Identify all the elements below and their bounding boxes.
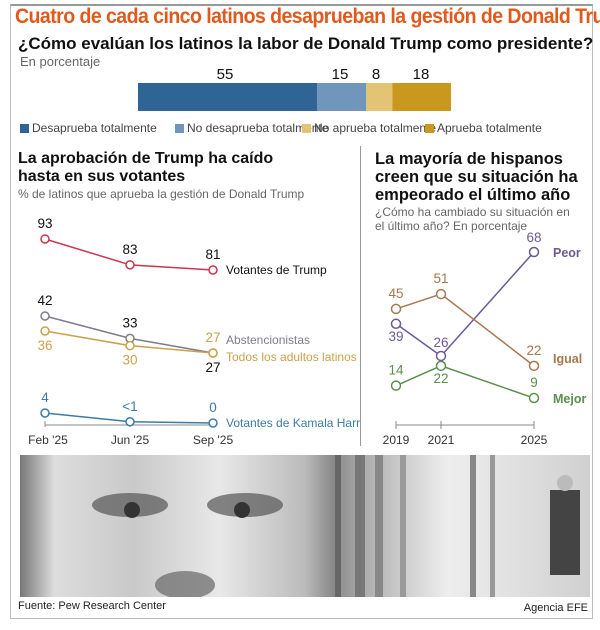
data-label: 45 [388,286,403,301]
data-label: 42 [37,293,52,308]
bar-value-label: 18 [413,66,430,83]
data-point [390,380,402,391]
series-name: Todos los adultos latinos [226,350,357,364]
data-point [40,408,50,418]
data-label: 39 [388,329,403,344]
bar-segment-3 [366,83,393,111]
bar-chart-title: ¿Cómo evalúan los latinos la labor de Do… [18,34,594,53]
stacked-bar-chart: 55 15 8 18 [138,66,451,111]
data-point [208,418,218,428]
data-label: 22 [433,371,448,386]
data-point [208,265,218,275]
x-tick-label: 2019 [383,433,410,447]
x-tick-label: 2021 [428,433,455,447]
legend-swatch [175,123,184,133]
data-point [390,318,402,330]
main-title: Cuatro de cada cinco latinos desaprueban… [15,5,600,28]
data-point [435,350,447,362]
data-point [528,392,540,404]
data-label: 9 [530,375,538,390]
data-label: 51 [433,271,448,286]
data-label: 93 [37,216,52,231]
right-chart-subtitle: ¿Cómo ha cambiado su situación en el últ… [375,205,570,233]
data-point [125,260,135,270]
series-line [395,365,535,399]
legend-swatch [425,123,434,133]
data-label: 27 [205,330,220,345]
data-label: 30 [122,353,137,368]
data-label: <1 [122,399,137,414]
bar-segment-4 [392,83,451,111]
data-label: 81 [205,247,220,262]
data-label: 14 [388,363,404,378]
series-line [395,251,535,357]
bar-value-label: 55 [217,66,234,83]
data-point [435,288,447,300]
data-label: 0 [209,400,217,415]
data-label: 4 [41,390,49,405]
legend-swatch [20,123,29,133]
trump-photo-collage [20,455,590,597]
data-label: 68 [526,230,541,245]
data-label: 26 [433,335,448,350]
data-point [435,360,447,372]
frame [10,4,593,619]
bar-chart-subtitle: En porcentaje [20,54,101,69]
data-point [390,303,402,315]
left-chart-title: La aprobación de Trump ha caído hasta en… [18,150,274,185]
data-point [528,360,540,372]
data-label: 22 [526,343,541,358]
legend-label: Desaprueba totalmente [32,121,157,135]
data-label: 36 [37,338,52,353]
bar-value-label: 15 [332,66,349,83]
legend-label: No desaprueba totalmente [187,121,329,135]
bar-segment-1 [138,83,318,111]
series-name: Mejor [553,392,586,406]
data-label: 27 [205,360,220,375]
data-point [40,326,50,336]
right-chart-title: La mayoría de hispanos creen que su situ… [375,150,578,204]
legend-label: No aprueba totalmente [314,121,437,135]
series-name: Votantes de Trump [226,263,327,277]
data-label: 83 [122,242,137,257]
x-tick-label: Jun '25 [111,433,150,447]
series-name: Igual [553,352,582,366]
bar-segment-2 [317,83,367,111]
approval-line-chart: Feb '25 Jun '25 Sep '25 93 83 81 Votantes de T… [28,216,360,447]
legend-label: Aprueba totalmente [437,121,542,135]
x-tick-label: Feb '25 [28,433,68,447]
bar-value-label: 8 [372,66,380,83]
legend-item: Aprueba totalmente [425,121,542,135]
data-point [40,234,50,244]
data-point [208,348,218,358]
bar-legend: Desaprueba totalmente No desaprueba total… [20,121,590,137]
series-name: Peor [553,246,581,260]
data-point [528,246,540,258]
data-point [125,417,135,427]
x-tick-label: Sep '25 [193,433,234,447]
x-tick-label: 2025 [521,433,548,447]
left-chart-subtitle: % de latinos que aprueba la gestión de D… [18,187,305,201]
data-label: 33 [122,315,137,330]
data-point [40,311,50,321]
legend-item: Desaprueba totalmente [20,121,157,135]
series-name: Votantes de Kamala Harris [226,416,360,430]
legend-swatch [302,123,311,133]
legend-item: No desaprueba totalmente [175,121,328,135]
agency-credit: Agencia EFE [523,602,588,614]
divider [360,146,361,446]
legend-item: No aprueba totalmente [302,121,436,135]
source-note: Fuente: Pew Research Center [18,600,166,612]
situation-line-chart: 2019 2021 2025 39 26 68 Peor 45 51 22 Igual 14 22 9 Me… [383,230,587,447]
data-point [125,340,135,351]
series-name: Abstencionistas [226,333,310,347]
